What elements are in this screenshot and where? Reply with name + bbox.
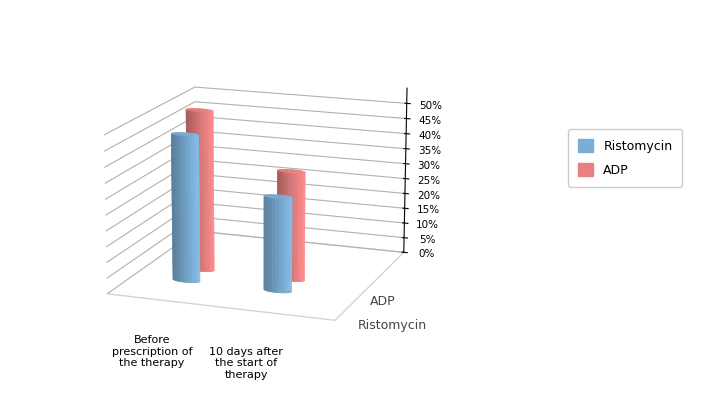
Legend: Ristomycin, ADP: Ristomycin, ADP xyxy=(568,130,682,186)
